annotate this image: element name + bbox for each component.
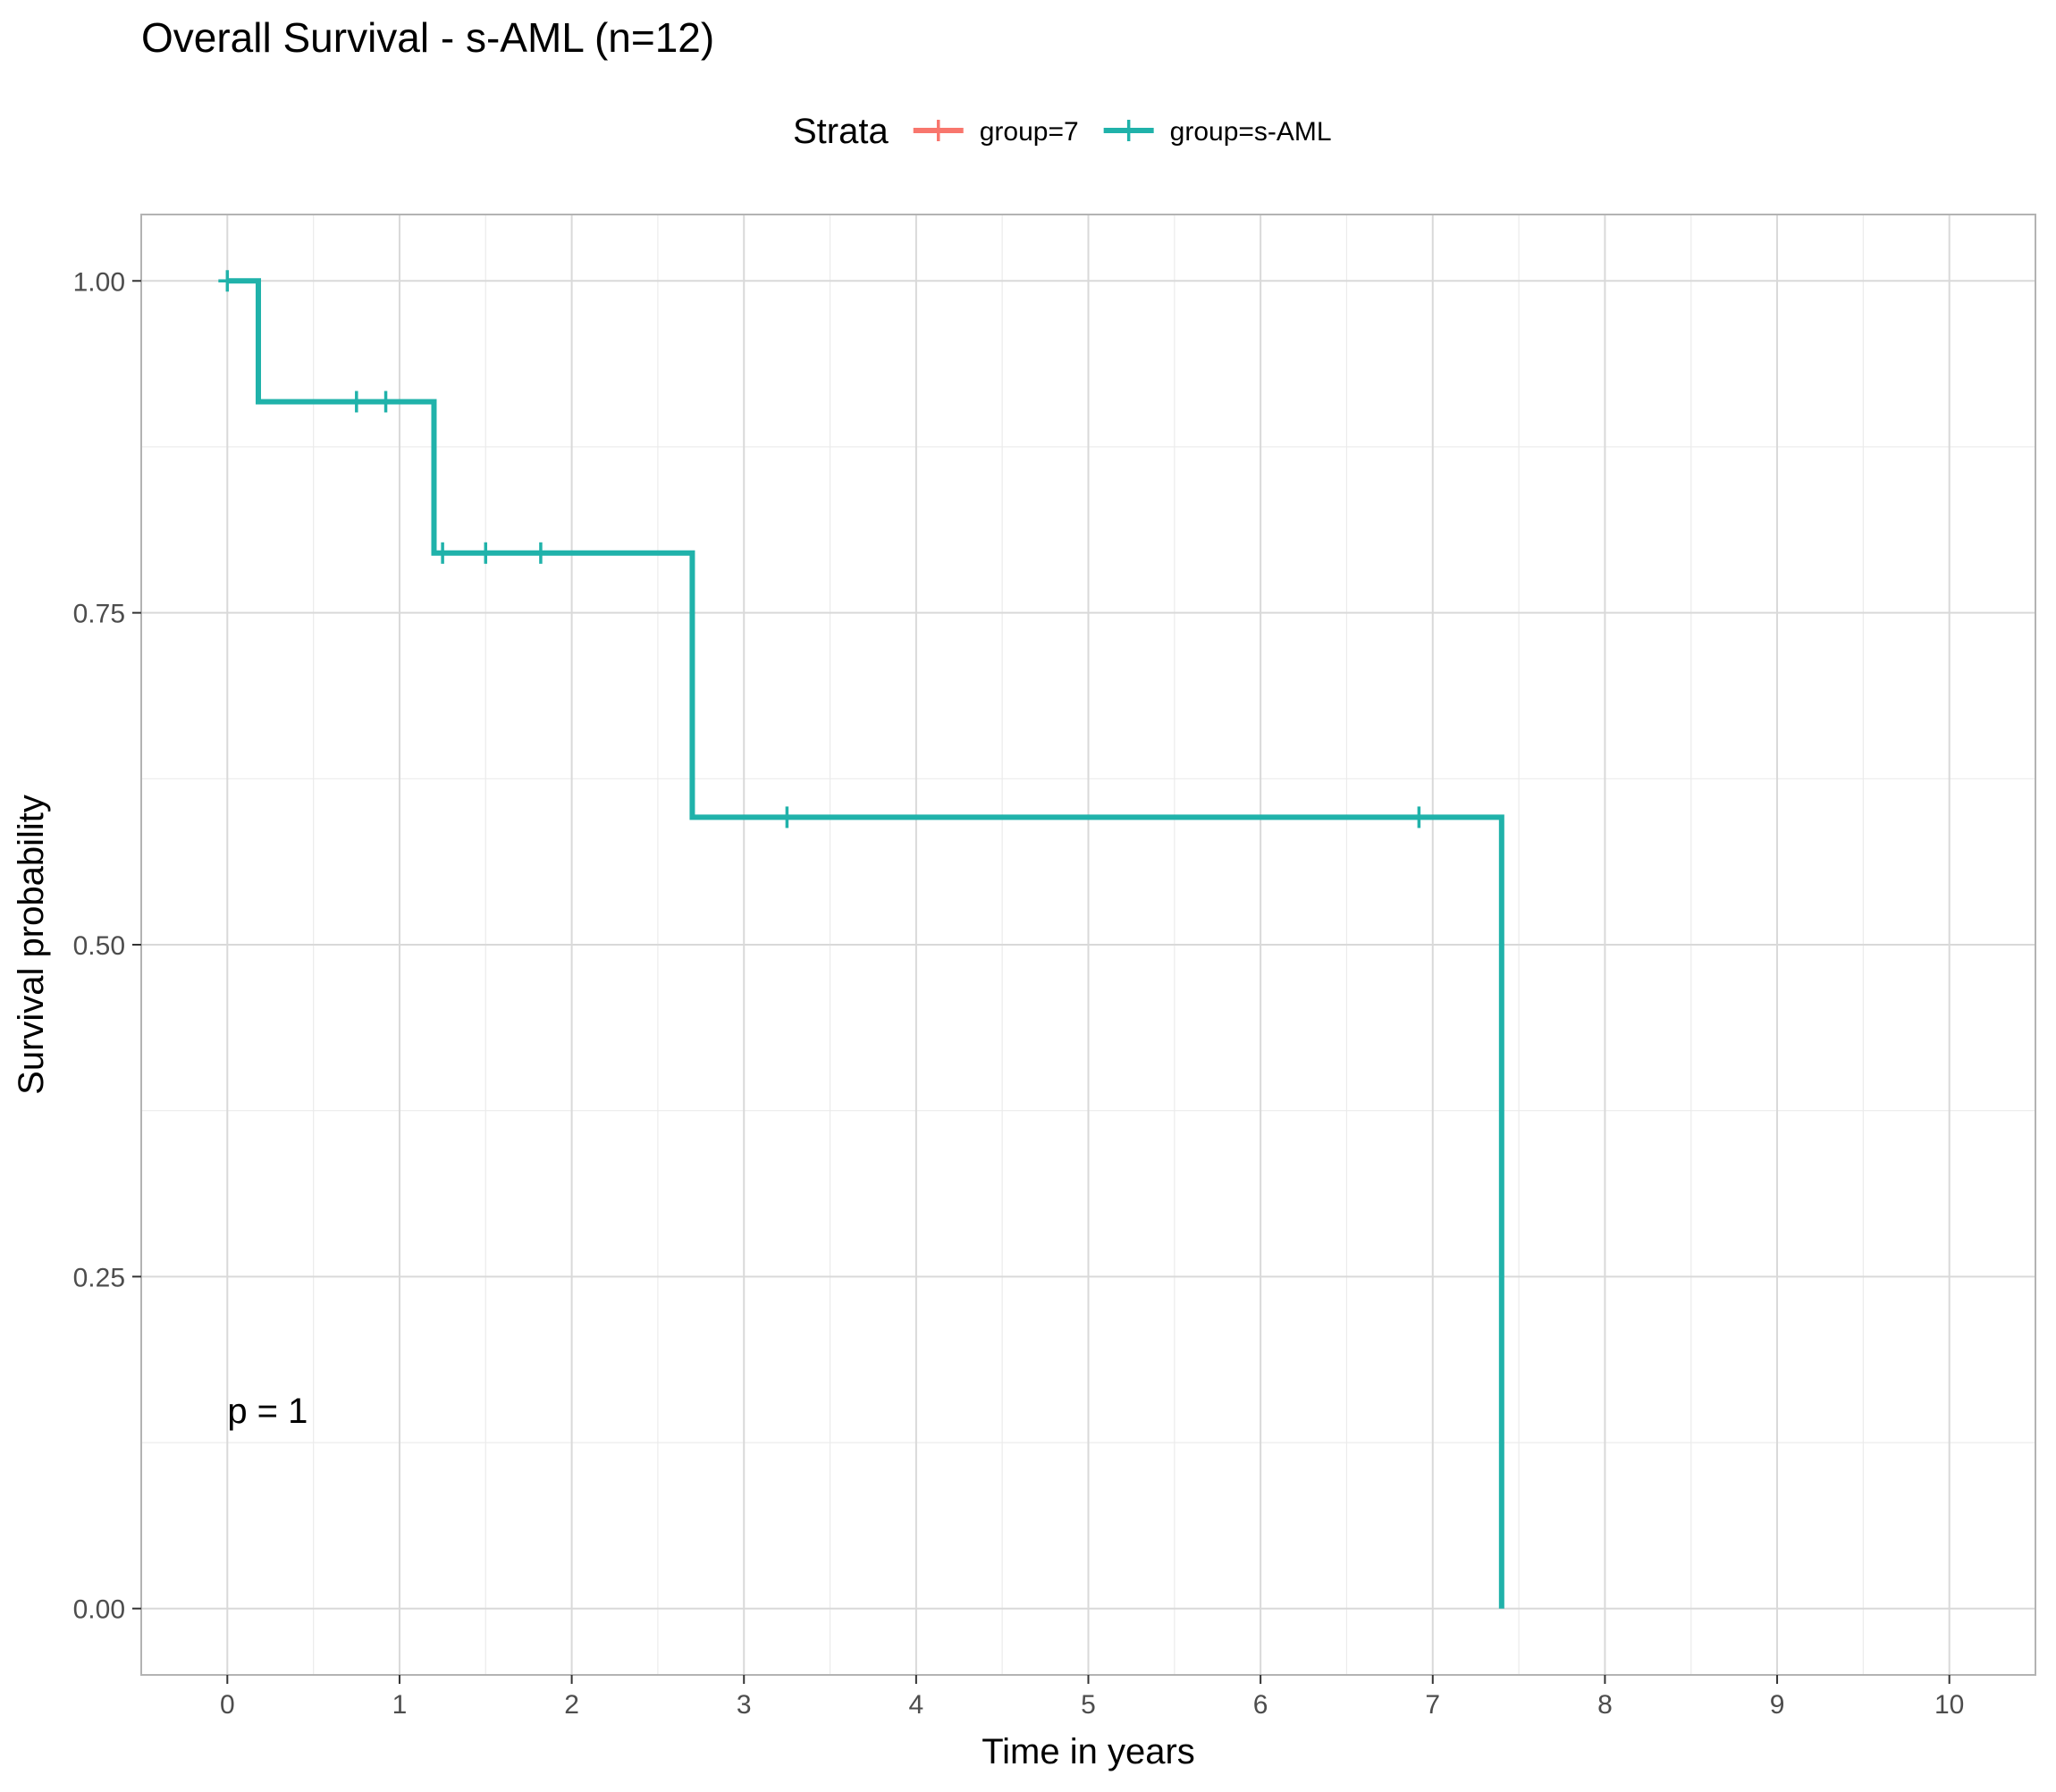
x-tick-label: 8	[1597, 1690, 1613, 1720]
chart-title: Overall Survival - s-AML (n=12)	[141, 14, 714, 61]
y-tick-label: 1.00	[73, 267, 125, 297]
legend-entries: group=7 group=s-AML	[913, 117, 1332, 147]
legend-label: group=7	[980, 117, 1079, 147]
x-tick-label: 4	[909, 1690, 924, 1720]
x-tick-label: 1	[392, 1690, 408, 1720]
x-tick-label: 10	[1934, 1690, 1964, 1720]
y-tick-label: 0.75	[73, 600, 125, 629]
x-axis-title: Time in years	[982, 1732, 1195, 1771]
y-tick-label: 0.00	[73, 1595, 125, 1625]
x-tick-label: 5	[1081, 1690, 1096, 1720]
plot-panel	[140, 214, 2036, 1676]
x-tick-label: 9	[1770, 1690, 1785, 1720]
legend: Strata group=7 group=s-AML	[793, 112, 1332, 151]
x-tick-label: 6	[1253, 1690, 1268, 1720]
legend-title: Strata	[793, 112, 889, 151]
legend-item: group=7	[913, 117, 1079, 147]
y-tick-label: 0.50	[73, 931, 125, 961]
x-tick-label: 7	[1425, 1690, 1440, 1720]
legend-item: group=s-AML	[1103, 117, 1332, 147]
censor-mark	[531, 542, 550, 564]
x-tick-label: 2	[564, 1690, 579, 1720]
censor-mark	[476, 542, 495, 564]
series-layer	[218, 270, 1504, 1609]
censor-mark	[218, 270, 237, 292]
p-value-annotation: p = 1	[227, 1392, 308, 1431]
censor-mark	[778, 806, 796, 829]
x-tick-label: 3	[737, 1690, 752, 1720]
censor-mark	[347, 391, 366, 413]
censor-mark	[376, 391, 395, 413]
y-tick-label: 0.25	[73, 1263, 125, 1292]
y-axis-title: Survival probability	[12, 795, 51, 1095]
major-gridlines	[141, 215, 2035, 1675]
legend-label: group=s-AML	[1170, 117, 1332, 147]
censor-mark	[1410, 806, 1428, 829]
x-axis: 0 1 2 3 4 5 6 7 8 9 10	[220, 1675, 1964, 1720]
x-tick-label: 0	[220, 1690, 235, 1720]
censor-mark	[434, 542, 452, 564]
annotations: p = 1	[227, 1392, 308, 1431]
y-axis: 0.00 0.25 0.50 0.75 1.00	[73, 267, 141, 1625]
